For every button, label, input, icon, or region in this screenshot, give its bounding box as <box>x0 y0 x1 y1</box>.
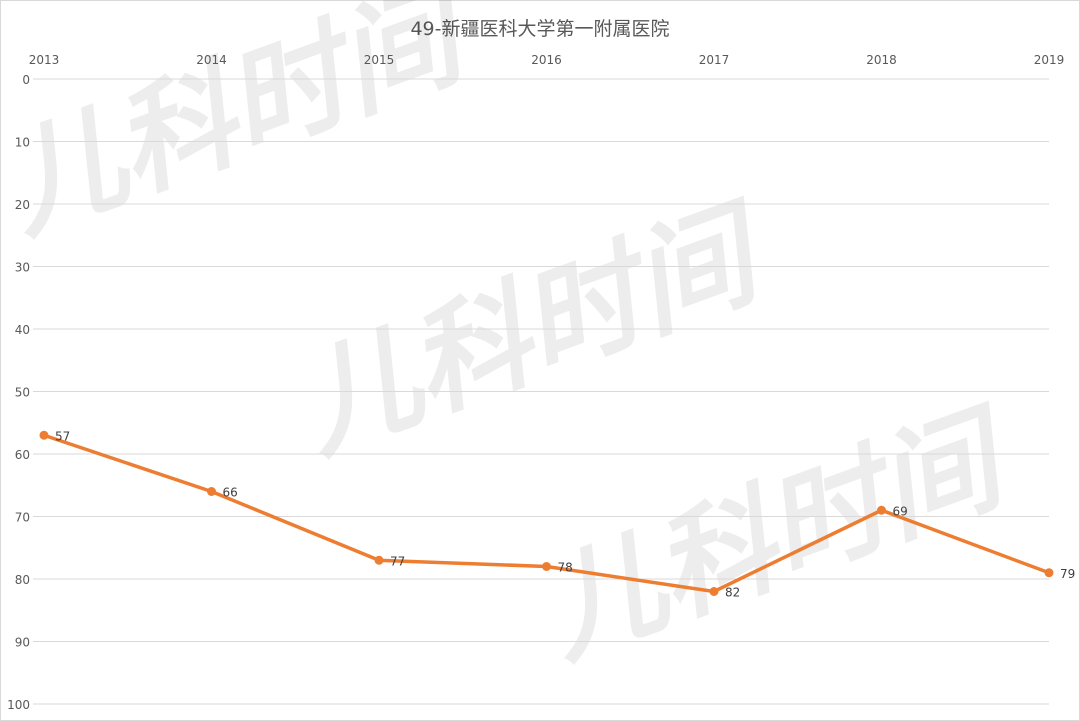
y-tick-label: 70 <box>15 511 30 525</box>
x-tick-label: 2016 <box>531 53 562 67</box>
chart-title: 49-新疆医科大学第一附属医院 <box>410 18 669 40</box>
y-tick-label: 90 <box>15 636 30 650</box>
data-label: 77 <box>390 554 405 568</box>
data-point <box>1044 568 1054 578</box>
data-point <box>709 587 719 596</box>
watermark: 儿科时间 <box>525 385 1032 682</box>
y-tick-label: 60 <box>15 448 30 462</box>
data-point <box>207 487 216 496</box>
x-tick-label: 2014 <box>196 53 227 67</box>
data-label: 79 <box>1060 567 1075 581</box>
y-tick-label: 20 <box>15 198 30 212</box>
data-point <box>542 562 551 571</box>
y-tick-label: 80 <box>15 573 30 587</box>
y-tick-label: 40 <box>15 323 30 337</box>
x-tick-label: 2019 <box>1034 53 1065 67</box>
y-tick-label: 50 <box>15 386 30 400</box>
data-point <box>374 555 384 565</box>
data-point <box>39 430 49 440</box>
y-tick-label: 100 <box>7 698 30 712</box>
x-tick-label: 2013 <box>29 53 60 67</box>
data-label: 57 <box>55 429 70 443</box>
x-tick-label: 2018 <box>866 53 897 67</box>
x-tick-label: 2017 <box>699 53 730 67</box>
data-label: 78 <box>558 561 573 575</box>
y-tick-label: 10 <box>15 136 30 150</box>
y-tick-label: 30 <box>15 261 30 275</box>
watermark: 儿科时间 <box>0 0 491 257</box>
data-point <box>877 505 886 515</box>
data-label: 82 <box>725 586 740 600</box>
data-label: 69 <box>893 504 908 518</box>
x-tick-label: 2015 <box>364 53 395 67</box>
y-tick-label: 0 <box>22 73 30 87</box>
data-label: 66 <box>223 486 238 500</box>
